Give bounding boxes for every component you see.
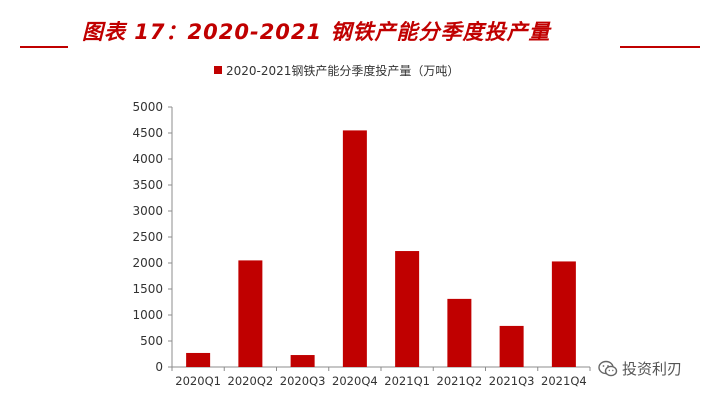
x-tick-label: 2021Q1 <box>384 374 430 388</box>
header-rule-right <box>620 46 700 48</box>
y-tick-label: 5000 <box>132 100 163 114</box>
y-tick-label: 1500 <box>132 282 163 296</box>
x-tick-label: 2020Q3 <box>280 374 326 388</box>
x-tick-label: 2021Q3 <box>489 374 535 388</box>
y-tick-label: 0 <box>155 360 163 374</box>
x-tick-label: 2020Q4 <box>332 374 378 388</box>
watermark-text: 投资利刃 <box>622 360 683 378</box>
watermark: 投资利刃 <box>598 358 682 379</box>
legend-swatch <box>214 66 222 74</box>
y-tick-label: 4500 <box>132 126 163 140</box>
header-rule-left <box>20 46 68 48</box>
bar-2020Q4 <box>342 130 367 367</box>
figure-title: 图表 17：2020-2021 钢铁产能分季度投产量 <box>82 20 551 44</box>
y-tick-label: 3500 <box>132 178 163 192</box>
bar-2021Q2 <box>447 298 472 367</box>
x-tick-label: 2020Q2 <box>228 374 274 388</box>
x-tick-label: 2021Q4 <box>541 374 587 388</box>
bar-2020Q1 <box>186 352 211 367</box>
y-tick-label: 4000 <box>132 152 163 166</box>
y-tick-label: 2000 <box>132 256 163 270</box>
y-tick-label: 3000 <box>132 204 163 218</box>
x-tick-label: 2021Q2 <box>437 374 483 388</box>
y-tick-label: 500 <box>140 334 163 348</box>
wechat-icon <box>598 360 618 376</box>
bar-2021Q4 <box>551 261 576 367</box>
legend-label: 2020-2021钢铁产能分季度投产量（万吨） <box>226 63 459 78</box>
figure-header: 图表 17：2020-2021 钢铁产能分季度投产量 <box>0 0 713 52</box>
bar-2020Q3 <box>290 355 315 367</box>
y-tick-label: 1000 <box>132 308 163 322</box>
bar-2020Q2 <box>238 260 263 367</box>
bar-2021Q3 <box>499 325 524 367</box>
bar-2021Q1 <box>395 251 420 367</box>
x-tick-label: 2020Q1 <box>175 374 221 388</box>
y-tick-label: 2500 <box>132 230 163 244</box>
